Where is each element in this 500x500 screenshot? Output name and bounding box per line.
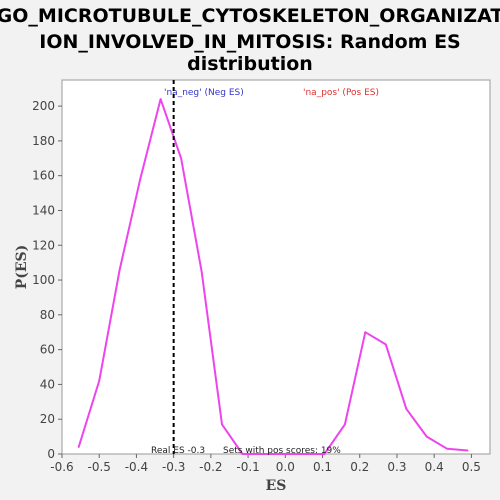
legend: 'na_neg' (Neg ES) 'na_pos' (Pos ES) [164, 88, 379, 98]
x-tick-label: 0.0 [276, 460, 295, 474]
y-axis-label: P(ES) [14, 245, 30, 290]
data-point [466, 449, 469, 452]
data-point [364, 331, 367, 334]
x-tick-label: -0.6 [50, 460, 73, 474]
y-tick-label: 80 [40, 308, 55, 322]
es-distribution-line [77, 98, 468, 455]
x-tick-label: -0.3 [162, 460, 185, 474]
x-tick-label: -0.4 [125, 460, 148, 474]
series-layer [77, 98, 469, 455]
y-tick-label: 120 [32, 238, 55, 252]
y-tick-label: 0 [47, 447, 55, 461]
y-tick-label: 160 [32, 169, 55, 183]
chart-title-line-3: distribution [187, 53, 313, 75]
chart-title-line-2: ION_INVOLVED_IN_MITOSIS: Random ES [39, 31, 460, 53]
data-point [118, 268, 121, 271]
x-tick-label: -0.2 [199, 460, 222, 474]
pos-scores-annotation: Sets with pos scores: 19% [223, 446, 341, 456]
data-point [303, 453, 305, 455]
real-es-annotation: Real ES -0.3 [151, 446, 205, 456]
y-axis: 0 20 40 60 80 100 120 140 160 180 200 [32, 99, 62, 461]
chart-title: GO_MICROTUBULE_CYTOSKELETON_ORGANIZAT IO… [0, 5, 500, 75]
x-tick-label: 0.1 [313, 460, 332, 474]
data-point [77, 446, 80, 448]
y-tick-label: 100 [32, 273, 55, 287]
data-point [384, 343, 387, 346]
data-point [221, 423, 223, 426]
x-tick-label: 0.5 [462, 460, 481, 474]
y-tick-label: 140 [32, 203, 55, 217]
y-tick-label: 40 [40, 377, 55, 391]
x-tick-label: 0.4 [425, 460, 444, 474]
y-tick-label: 20 [40, 412, 55, 426]
data-point [323, 453, 326, 455]
x-axis-label: ES [266, 478, 287, 494]
chart-title-line-1: GO_MICROTUBULE_CYTOSKELETON_ORGANIZAT [0, 5, 500, 27]
data-point [262, 453, 264, 455]
data-point [200, 270, 203, 273]
legend-entry-pos: 'na_pos' (Pos ES) [303, 88, 379, 98]
data-point [241, 453, 244, 455]
x-tick-label: -0.1 [236, 460, 259, 474]
x-tick-label: 0.2 [350, 460, 369, 474]
data-point [343, 423, 346, 426]
data-point [425, 435, 428, 438]
y-tick-label: 200 [32, 99, 55, 113]
data-point [282, 453, 285, 455]
x-axis: -0.6 -0.5 -0.4 -0.3 -0.2 -0.1 0.0 0.1 0.2 0.3 0.4 0… [50, 454, 481, 474]
data-point [405, 407, 408, 410]
plot-area [61, 79, 491, 455]
data-point [159, 98, 162, 101]
data-point [98, 380, 101, 382]
y-tick-label: 60 [40, 343, 55, 357]
annotations: Real ES -0.3 Sets with pos scores: 19% [151, 446, 341, 456]
legend-entry-neg: 'na_neg' (Neg ES) [164, 88, 244, 98]
data-point [446, 447, 449, 450]
data-point [180, 157, 182, 160]
x-tick-label: -0.5 [88, 460, 111, 474]
data-point [139, 178, 142, 181]
x-tick-label: 0.3 [387, 460, 406, 474]
y-tick-label: 180 [32, 134, 55, 148]
